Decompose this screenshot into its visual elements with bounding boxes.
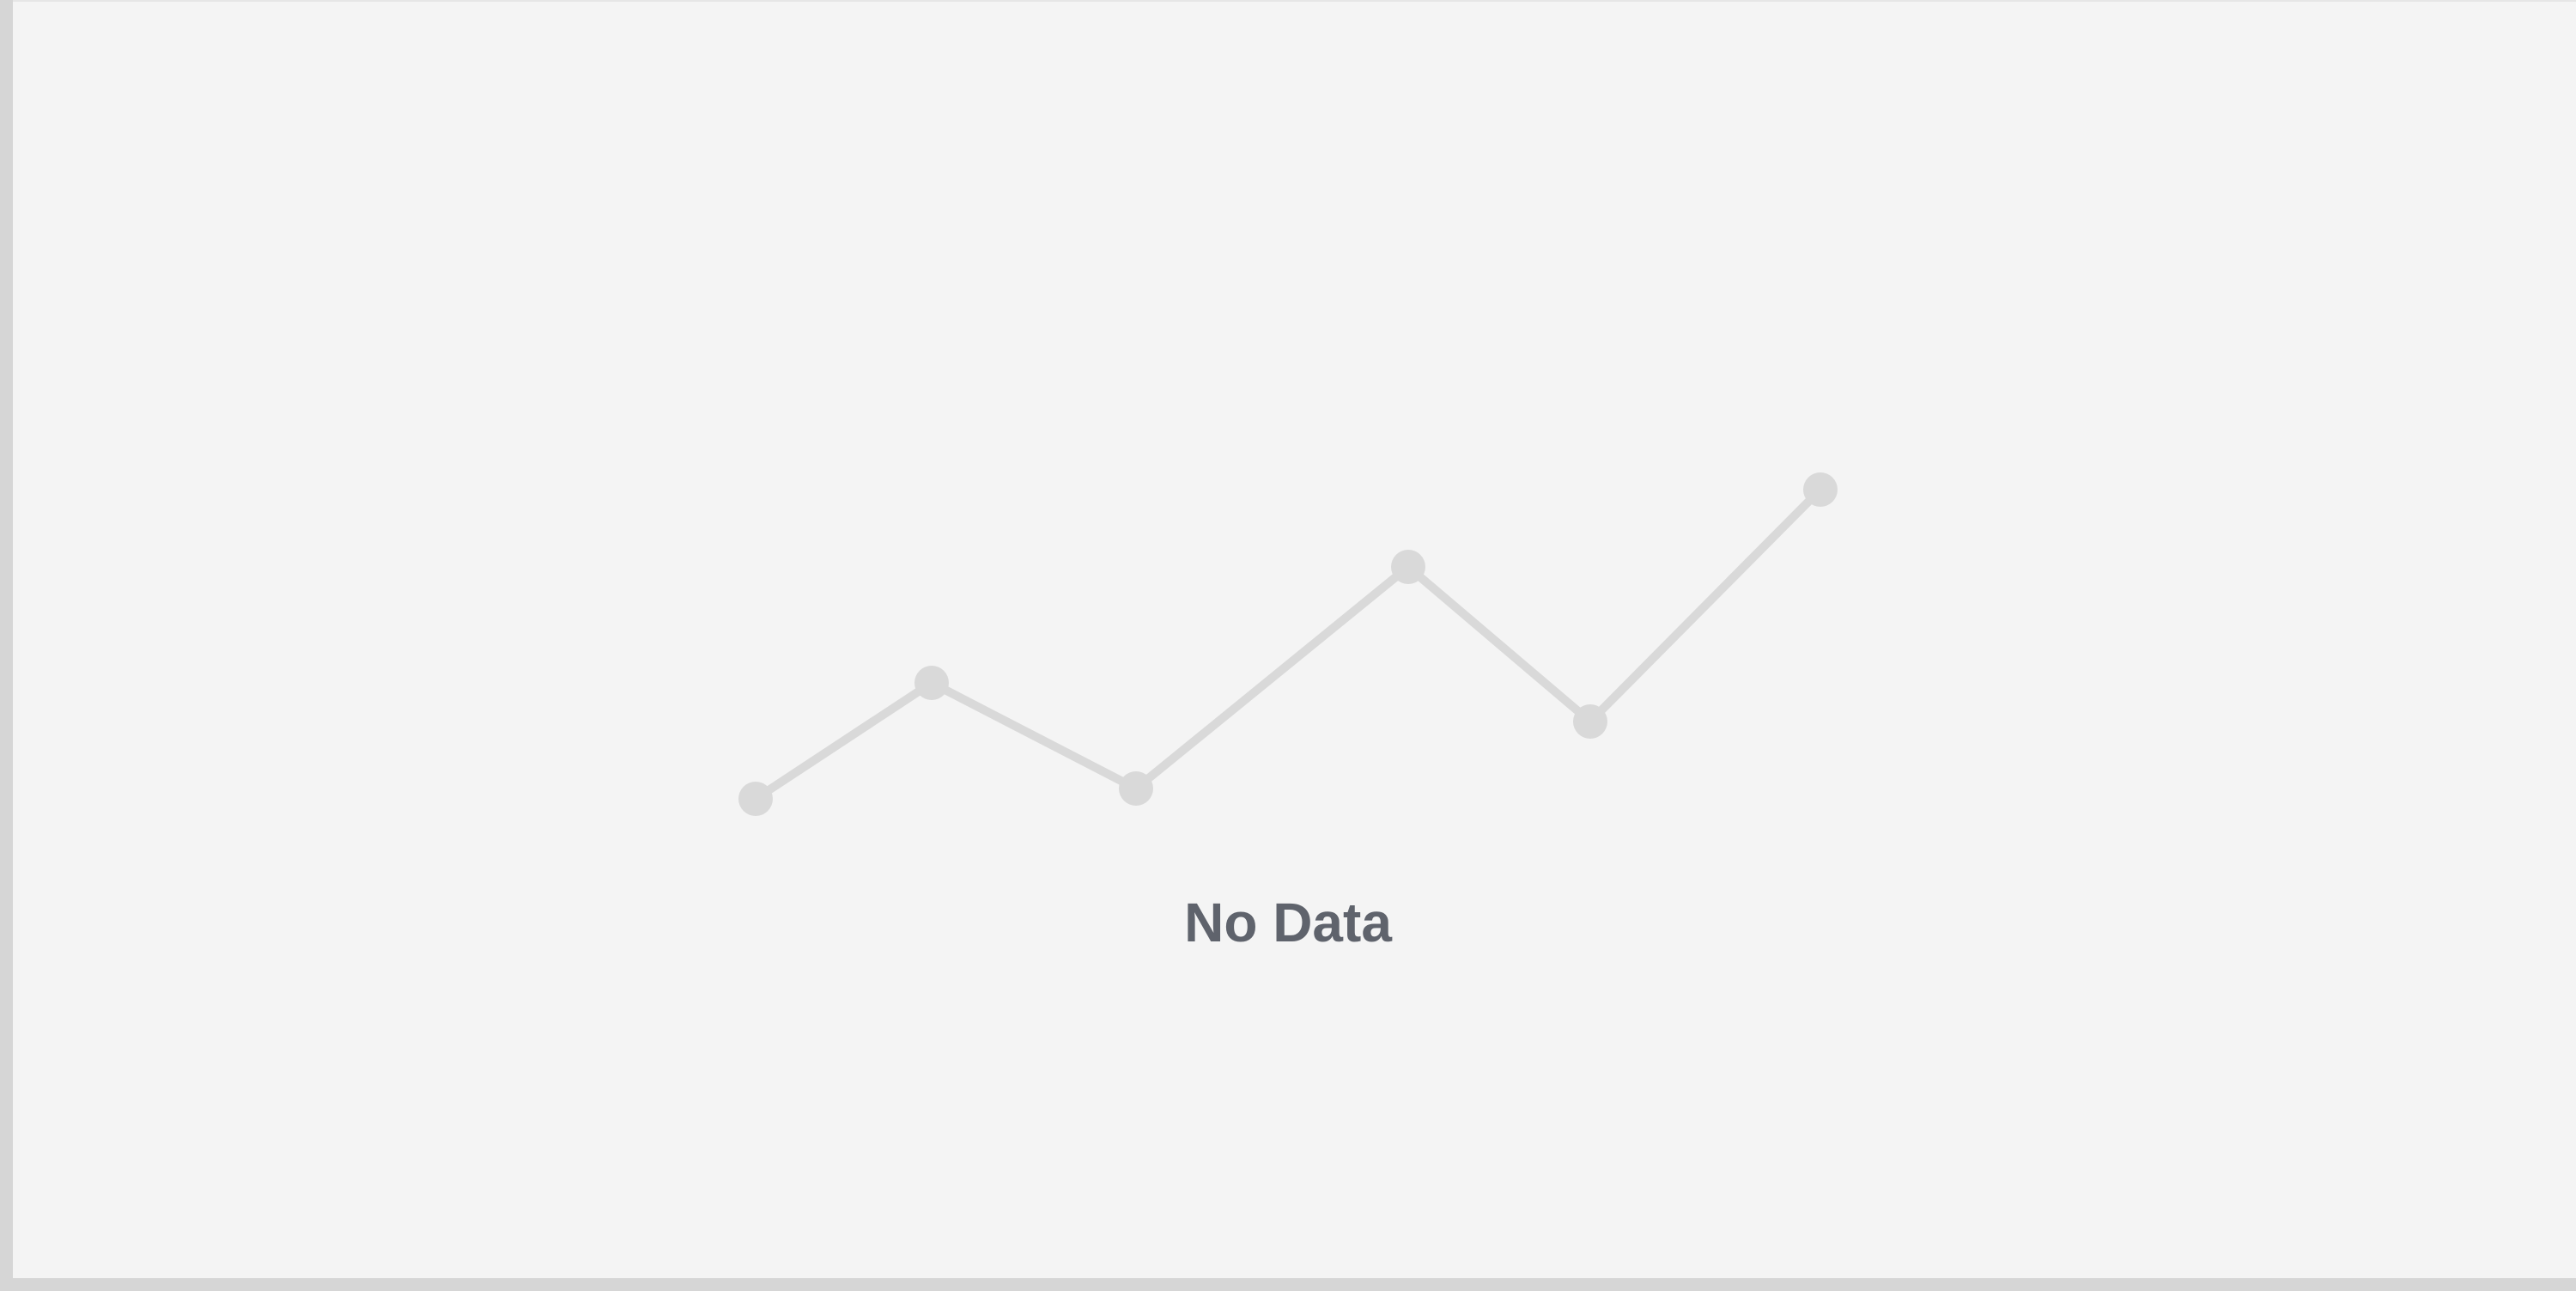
placeholder-trend-points <box>738 472 1838 816</box>
placeholder-trend-point <box>1803 472 1838 507</box>
placeholder-trend-point <box>914 666 949 700</box>
no-data-message: No Data <box>1184 892 1392 953</box>
panel-bottom-border <box>0 1278 2576 1291</box>
placeholder-trend-line <box>751 485 1825 803</box>
placeholder-trend-point <box>738 782 773 816</box>
panel-top-edge <box>0 0 2576 2</box>
placeholder-trend-point <box>1119 771 1153 806</box>
panel-left-border <box>0 0 13 1291</box>
placeholder-trend-point <box>1573 704 1607 739</box>
placeholder-trend-point <box>1391 550 1425 584</box>
